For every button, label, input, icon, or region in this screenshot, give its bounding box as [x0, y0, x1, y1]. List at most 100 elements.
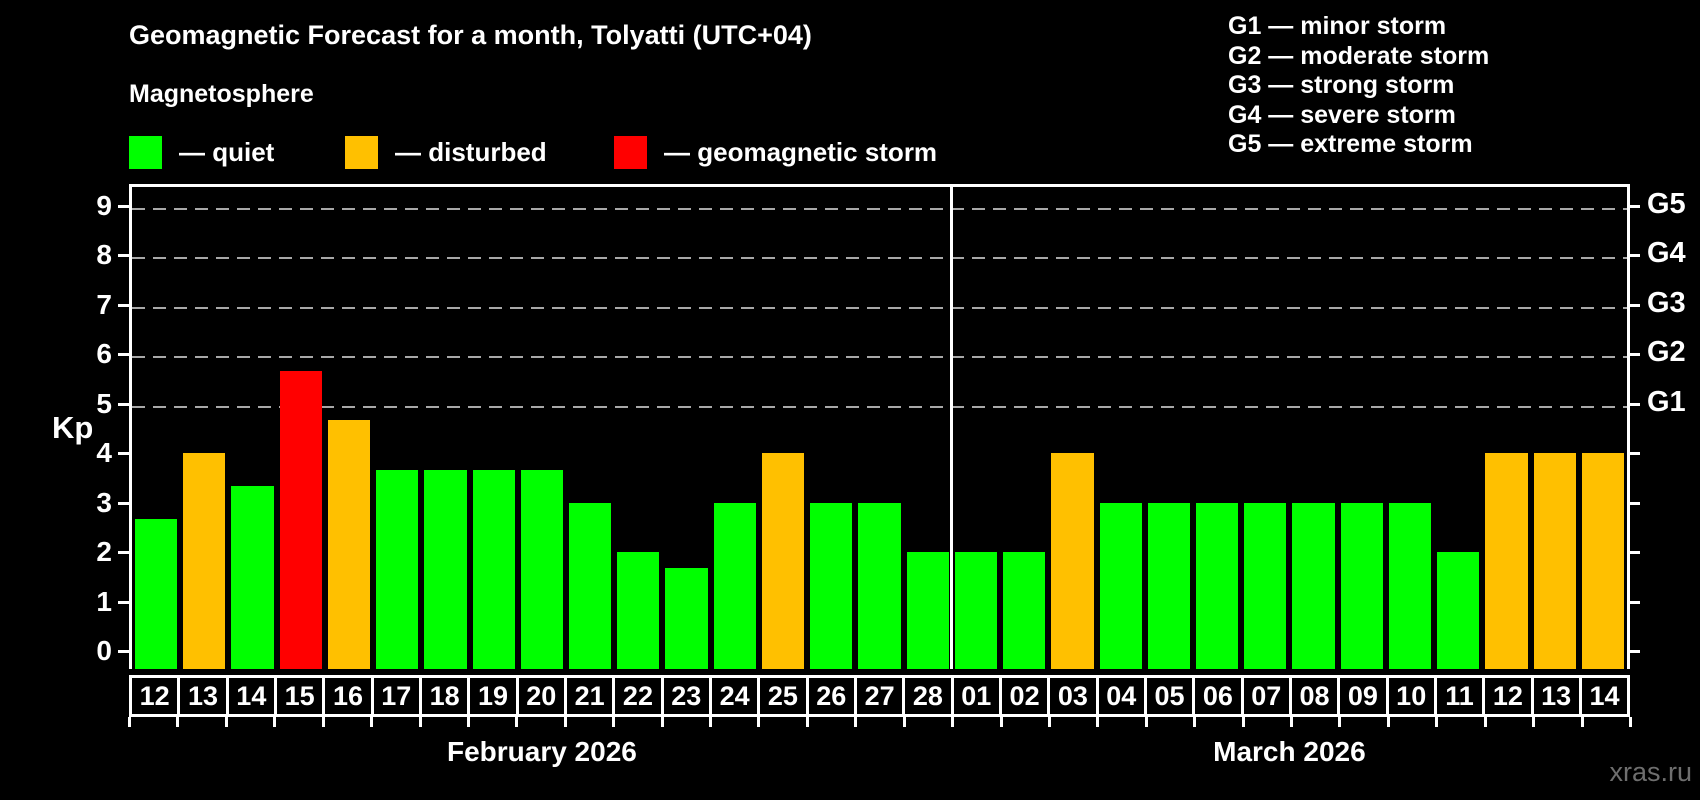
- kp-bar-day-21: [569, 502, 612, 669]
- month-label-1: February 2026: [446, 736, 637, 767]
- x-boundary-tick: [176, 717, 180, 727]
- day-cell-18: 18: [418, 678, 467, 714]
- day-cell-01: 01: [950, 678, 999, 714]
- kp-bar-day-27: [858, 502, 901, 669]
- x-boundary-tick: [1047, 717, 1051, 727]
- x-boundary-tick: [370, 717, 374, 727]
- kp-bar-day-02: [1003, 552, 1046, 669]
- g-axis-label-G1: G1: [1647, 385, 1686, 418]
- g-legend-line-3: G3 — strong storm: [1228, 71, 1455, 99]
- x-boundary-tick: [612, 717, 616, 727]
- kp-bar-day-19: [472, 469, 515, 669]
- watermark: xras.ru: [1609, 757, 1692, 787]
- right-axis-tick-0: [1629, 650, 1640, 653]
- x-boundary-tick: [1386, 717, 1390, 727]
- day-cell-26: 26: [805, 678, 854, 714]
- y-axis-label-1: 1: [96, 585, 112, 617]
- day-cell-15: 15: [273, 678, 322, 714]
- chart-subtitle: Magnetosphere: [129, 80, 314, 108]
- x-boundary-tick: [805, 717, 809, 727]
- gridline-kp7: [132, 306, 1627, 309]
- x-boundary-tick: [466, 717, 470, 727]
- x-boundary-tick: [1290, 717, 1294, 727]
- x-boundary-tick: [1144, 717, 1148, 727]
- g-scale-legend: G1 — minor storm G2 — moderate storm G3 — …: [1228, 12, 1489, 160]
- day-cell-14: 14: [225, 678, 274, 714]
- y-axis-label-3: 3: [96, 486, 112, 518]
- right-axis-tick-8: [1629, 254, 1640, 258]
- x-boundary-tick: [563, 717, 567, 727]
- day-cell-11: 11: [1433, 678, 1482, 714]
- kp-bar-day-10: [1388, 502, 1432, 669]
- day-cell-19: 19: [467, 678, 515, 714]
- legend-swatch-disturbed-icon: [345, 135, 378, 169]
- kp-bar-day-18: [424, 469, 467, 669]
- x-boundary-tick: [128, 717, 131, 727]
- day-cell-03: 03: [1047, 678, 1095, 714]
- day-cell-08: 08: [1288, 678, 1337, 714]
- x-boundary-tick: [854, 717, 858, 727]
- y-axis-tick-6: [118, 353, 129, 357]
- gridline-kp6: [132, 356, 1627, 359]
- x-boundary-tick: [321, 717, 325, 727]
- kp-bar-day-17: [376, 469, 419, 669]
- kp-bar-day-24: [713, 502, 756, 669]
- x-boundary-tick: [1241, 717, 1245, 727]
- g-legend-line-4: G4 — severe storm: [1228, 100, 1456, 129]
- x-boundary-tick: [1096, 717, 1100, 727]
- g-legend-line-1: G1 — minor storm: [1228, 12, 1447, 40]
- right-axis-tick-1: [1629, 600, 1640, 604]
- kp-bar-day-13: [1533, 453, 1576, 669]
- y-axis-label-5: 5: [96, 387, 112, 419]
- kp-bar-day-23: [665, 568, 708, 669]
- kp-bar-day-20: [520, 469, 564, 669]
- kp-bar-day-12: [135, 519, 178, 669]
- day-cell-24: 24: [708, 678, 757, 714]
- y-axis-label-6: 6: [96, 338, 112, 370]
- g-legend-line-2: G2 — moderate storm: [1228, 41, 1490, 70]
- x-boundary-tick: [273, 717, 277, 727]
- kp-bar-day-03: [1051, 453, 1094, 669]
- y-axis-label-2: 2: [96, 536, 112, 568]
- right-axis-tick-9: [1629, 205, 1640, 209]
- y-axis-tick-4: [118, 452, 129, 456]
- day-cell-16: 16: [322, 678, 370, 714]
- x-boundary-tick: [224, 717, 228, 727]
- y-axis-label-0: 0: [96, 635, 112, 666]
- legend-swatch-quiet-icon: [129, 135, 162, 169]
- month-label-2: March 2026: [1213, 736, 1366, 767]
- kp-bar-day-08: [1292, 502, 1335, 669]
- y-axis-tick-8: [118, 254, 129, 258]
- day-cell-27: 27: [853, 678, 902, 714]
- kp-bar-day-22: [617, 552, 660, 669]
- kp-bar-day-11: [1437, 552, 1480, 669]
- day-cell-12: 12: [139, 680, 170, 711]
- kp-bar-day-28: [906, 552, 949, 669]
- y-axis-label-4: 4: [96, 437, 112, 469]
- x-boundary-tick: [515, 717, 519, 727]
- x-boundary-tick: [999, 717, 1003, 727]
- kp-bar-day-14: [231, 486, 274, 669]
- day-cell-09: 09: [1337, 678, 1385, 714]
- right-axis-tick-6: [1629, 353, 1640, 357]
- g-axis-label-G3: G3: [1647, 286, 1686, 319]
- x-boundary-tick: [1580, 717, 1584, 727]
- day-cell-05: 05: [1143, 678, 1192, 714]
- day-cell-13: 13: [177, 678, 225, 714]
- legend-item-quiet: — quiet: [129, 135, 274, 169]
- right-axis-tick-3: [1629, 501, 1640, 505]
- kp-bar-day-15: [279, 370, 322, 669]
- kp-bar-day-05: [1147, 502, 1190, 669]
- y-axis-tick-0: [118, 650, 129, 653]
- day-cell-20: 20: [515, 678, 564, 714]
- g-axis-label-G5: G5: [1647, 188, 1686, 221]
- kp-bar-day-09: [1340, 502, 1383, 669]
- month-separator: [950, 187, 954, 669]
- y-axis-tick-7: [118, 303, 129, 307]
- day-cell-17: 17: [370, 678, 419, 714]
- y-axis-tick-9: [118, 205, 129, 209]
- day-cell-04: 04: [1095, 678, 1144, 714]
- x-boundary-tick: [1629, 717, 1632, 727]
- g-axis-label-G2: G2: [1647, 336, 1686, 369]
- legend-label-quiet: — quiet: [179, 136, 275, 167]
